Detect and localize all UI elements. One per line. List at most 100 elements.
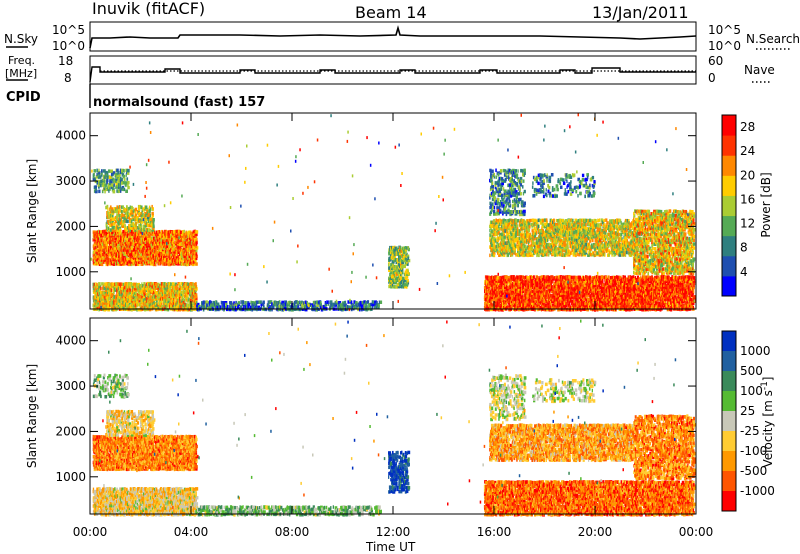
echo-cell (119, 300, 121, 305)
echo-cell (145, 284, 148, 288)
echo-cell (108, 305, 111, 310)
echo-cell (119, 260, 121, 264)
echo-cell (106, 282, 108, 286)
echo-cell (140, 240, 142, 245)
echo-cell (127, 207, 130, 211)
echo-cell (136, 210, 140, 214)
echo-cell (114, 303, 116, 307)
echo-cell (137, 258, 140, 262)
echo-cell (551, 275, 554, 279)
echo-cell (169, 256, 172, 261)
echo-cell (119, 284, 122, 289)
echo-cell (186, 293, 188, 297)
nsky-tick-low: 10^0 (52, 39, 85, 53)
echo-cell (128, 294, 131, 299)
echo-cell (97, 288, 100, 293)
echo-cell (175, 256, 178, 260)
echo-cell (104, 248, 107, 252)
echo-cell (187, 294, 189, 299)
echo-cell (132, 222, 134, 226)
echo-cell (320, 301, 322, 305)
echo-cell (136, 299, 139, 303)
echo-cell (145, 205, 148, 209)
echo-cell (107, 226, 110, 231)
echo-cell (152, 207, 154, 211)
echo-cell (116, 205, 119, 209)
echo-cell (139, 225, 142, 230)
echo-cell (140, 226, 142, 231)
echo-cell (192, 296, 195, 301)
echo-cell (129, 205, 132, 209)
echo-cell (142, 289, 144, 293)
echo-cell (123, 282, 125, 287)
echo-cell (104, 258, 106, 262)
echo-cell (148, 238, 150, 242)
echo-cell (97, 301, 99, 305)
echo-cell (185, 242, 188, 246)
echo-cell (160, 242, 162, 246)
echo-cell (168, 232, 171, 236)
echo-cell (144, 247, 147, 252)
echo-cell (130, 226, 133, 230)
echo-cell (123, 303, 126, 308)
echo-cell (181, 250, 183, 254)
echo-cell (123, 248, 126, 252)
echo-cell (95, 245, 98, 250)
echo-cell (175, 301, 178, 305)
echo-cell (112, 297, 116, 301)
echo-cell (169, 289, 172, 293)
echo-cell (131, 260, 133, 265)
echo-cell (94, 303, 96, 308)
echo-cell (139, 244, 142, 248)
echo-cell (167, 299, 170, 304)
echo-cell (152, 221, 155, 226)
echo-cell (118, 217, 120, 221)
echo-cell (121, 289, 124, 293)
echo-cell (180, 282, 183, 286)
echo-cell (112, 260, 115, 264)
echo-cell (103, 187, 106, 191)
echo-cell (150, 222, 154, 226)
echo-cell (101, 254, 104, 259)
echo-cell (115, 252, 117, 256)
echo-cell (162, 233, 165, 238)
echo-cell (143, 252, 145, 256)
echo-cell (97, 303, 99, 307)
echo-cell (168, 248, 170, 252)
echo-cell (104, 292, 107, 296)
echo-cell (124, 216, 127, 220)
echo-cell (107, 207, 109, 211)
echo-cell (141, 294, 144, 299)
echo-cell (155, 296, 157, 301)
echo-cell (182, 297, 184, 301)
echo-cell (145, 221, 148, 226)
echo-cell (124, 226, 127, 230)
echo-cell (148, 213, 151, 217)
echo-cell (111, 250, 113, 255)
echo-cell (170, 284, 174, 288)
echo-cell (134, 254, 138, 258)
echo-cell (114, 246, 117, 251)
echo-cell (113, 243, 115, 248)
echo-cell (105, 282, 107, 287)
echo-cell (129, 225, 132, 230)
echo-cell (147, 219, 150, 223)
echo-cell (139, 237, 141, 242)
echo-cell (161, 246, 163, 250)
echo-cell (103, 175, 106, 180)
echo-cell (186, 262, 189, 267)
echo-cell (194, 282, 197, 286)
echo-cell (146, 222, 149, 226)
echo-cell (171, 240, 174, 245)
echo-cell (105, 173, 109, 178)
echo-cell (100, 252, 103, 256)
echo-cell (98, 262, 101, 266)
echo-cell (137, 297, 140, 301)
echo-cell (118, 209, 122, 213)
echo-cell (188, 303, 191, 307)
echo-cell (116, 242, 118, 246)
echo-cell (350, 300, 353, 305)
echo-cell (116, 295, 118, 299)
echo-cell (170, 242, 172, 246)
echo-cell (219, 305, 222, 309)
